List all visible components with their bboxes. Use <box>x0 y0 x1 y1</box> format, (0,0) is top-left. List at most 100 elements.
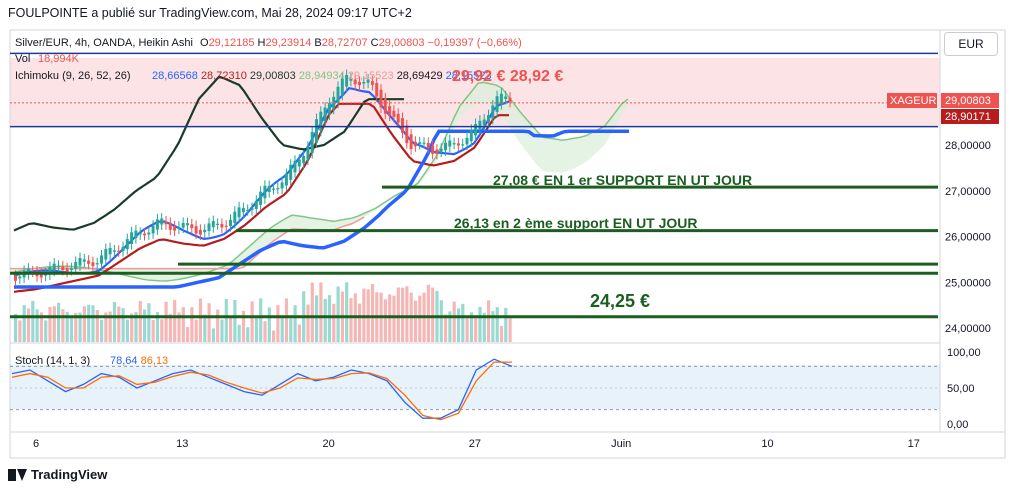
stoch-value: 78,64 <box>110 355 141 367</box>
candle-body <box>418 142 422 145</box>
candle-body <box>310 131 314 154</box>
volume-bar <box>164 301 168 342</box>
close-tag <box>941 93 999 108</box>
volume-bar <box>319 282 323 342</box>
ichimoku-value: 29,15523 <box>348 70 397 82</box>
candle-body <box>155 219 159 230</box>
candle-body <box>267 185 271 193</box>
candle-body <box>78 258 82 266</box>
volume-bar <box>241 310 246 342</box>
volume-bar <box>194 319 198 342</box>
stoch-value: 86,13 <box>141 355 169 367</box>
volume-bar <box>168 313 172 342</box>
candle-body <box>353 79 357 85</box>
candle-body <box>69 268 73 271</box>
volume-bar <box>293 305 297 342</box>
volume-bar <box>405 286 409 342</box>
candle-body <box>306 146 310 160</box>
candle-body <box>211 221 215 228</box>
volume-bar <box>134 312 138 342</box>
volume-bar <box>91 305 95 342</box>
volume-bar <box>130 313 134 342</box>
time-axis[interactable]: 6 13 20 27 Juin 10 17 <box>33 438 920 450</box>
candle-body <box>26 268 30 275</box>
candle-body <box>302 156 306 164</box>
volume-bar <box>108 311 112 342</box>
volume-bar <box>289 318 293 342</box>
close-tag-text: 29,00803 <box>945 95 991 107</box>
candle-body <box>259 191 263 205</box>
ichimoku-value: 28,15523 <box>446 70 492 82</box>
candle-body <box>495 96 499 113</box>
ohlc-key: O <box>200 37 209 49</box>
volume-bar <box>117 306 121 342</box>
candle-body <box>254 200 258 210</box>
volume-bar <box>267 307 271 342</box>
candle-body <box>250 207 254 211</box>
candle-body <box>121 247 125 252</box>
publisher-header: FOULPOINTE a publié sur TradingView.com,… <box>8 6 412 20</box>
candle-body <box>362 81 366 84</box>
volume-bar <box>426 284 430 342</box>
legend-stoch-values: 78,64 86,13 <box>110 355 168 367</box>
candle-body <box>379 89 383 108</box>
candle-body <box>276 188 280 190</box>
candle-body <box>194 226 198 234</box>
candle-body <box>340 78 344 95</box>
volume-bar <box>504 307 508 342</box>
currency-button[interactable]: EUR <box>944 32 998 56</box>
candle-body <box>18 276 22 279</box>
price-tick: 27,00000 <box>945 186 991 198</box>
tradingview-logo-icon <box>8 468 27 481</box>
volume-bar <box>478 306 482 342</box>
volume-bar <box>452 301 456 342</box>
candle-body <box>345 74 349 87</box>
price-axis[interactable]: 28,00000 27,00000 26,00000 25,00000 24,00000… <box>945 140 991 431</box>
candle-body <box>413 141 417 147</box>
volume-bar <box>138 300 142 342</box>
volume-bar <box>229 317 233 342</box>
chart-border <box>9 29 1006 459</box>
volume-bar <box>18 320 22 342</box>
candle-body <box>177 226 181 229</box>
volume-bar <box>259 298 263 342</box>
stoch-series-line <box>11 358 513 419</box>
volume-bar <box>336 286 340 342</box>
volume-bar <box>254 318 258 342</box>
stoch-series-line <box>11 361 512 421</box>
time-tick: 6 <box>33 438 39 450</box>
candle-body <box>280 182 284 189</box>
candle-body <box>224 225 228 227</box>
candle-body <box>426 142 430 148</box>
candle-body <box>233 211 237 223</box>
volume-bar <box>297 324 301 342</box>
volume-bar <box>65 311 69 342</box>
annotation-support2: 26,13 en 2 ème support EN UT JOUR <box>454 215 698 231</box>
ichimoku-value: 28,72310 <box>201 70 250 82</box>
ohlc-value: 29,12185 <box>209 37 258 49</box>
volume-bar <box>61 309 65 342</box>
ohlc-value: 29,23914 <box>265 37 314 49</box>
annotation-support1: 27,08 € EN 1 er SUPPORT EN UT JOUR <box>493 172 752 188</box>
volume-bar <box>57 302 61 342</box>
volume-bar <box>237 324 241 342</box>
volume-bar <box>198 298 203 342</box>
volume-bar <box>444 314 448 342</box>
ohlc-key: H <box>258 37 266 49</box>
second-tag <box>941 109 999 124</box>
volume-bar <box>474 318 478 342</box>
volume-bar <box>310 282 314 342</box>
volume-bar <box>413 300 418 342</box>
volume-bar <box>125 319 129 342</box>
candle-body <box>469 129 473 142</box>
candle-body <box>491 105 495 119</box>
volume-bar <box>147 303 151 342</box>
candle-body <box>168 222 172 230</box>
candle-body <box>327 103 331 115</box>
volume-bar <box>224 299 228 342</box>
volume-bar <box>327 295 332 342</box>
volume-bar <box>383 299 387 342</box>
candle-body <box>125 239 129 250</box>
volume-bar <box>482 312 486 342</box>
